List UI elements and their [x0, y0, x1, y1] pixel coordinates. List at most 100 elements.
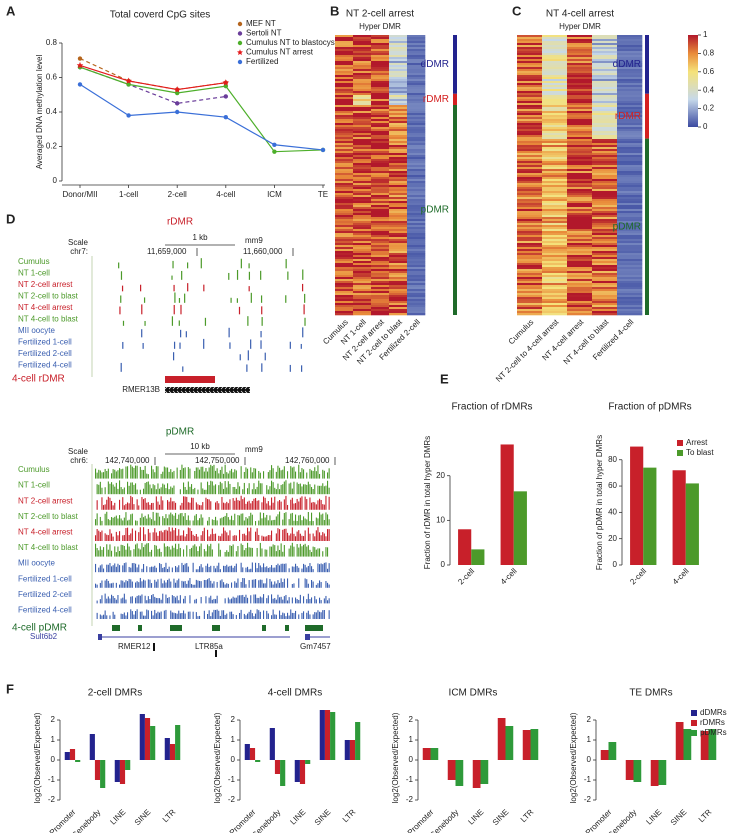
heatmap-cell — [517, 199, 543, 202]
track-signal — [192, 584, 194, 588]
track-signal — [259, 483, 261, 495]
heatmap-cell — [542, 291, 568, 294]
heatmap-cell — [592, 141, 618, 144]
heatmap-cell — [542, 51, 568, 54]
heatmap-cell — [592, 289, 618, 292]
track-signal — [322, 564, 324, 573]
heatmap-cell — [592, 231, 618, 234]
track-signal — [130, 609, 132, 619]
heatmap-cell — [617, 61, 643, 64]
repeat-element — [165, 387, 250, 393]
x-tick-label: TE — [318, 190, 328, 199]
track-signal — [323, 533, 325, 541]
track-signal — [184, 613, 186, 619]
track-signal — [111, 482, 113, 495]
heatmap-cell — [353, 287, 372, 290]
track-signal — [104, 513, 106, 526]
heatmap-cell — [567, 205, 593, 208]
heatmap-cell — [389, 297, 408, 300]
track-signal — [183, 482, 185, 495]
track-signal — [279, 597, 281, 604]
track-signal — [128, 566, 130, 573]
track-signal — [291, 566, 293, 573]
heatmap-cell — [592, 249, 618, 252]
heatmap-cell — [335, 191, 354, 194]
track-signal — [152, 532, 154, 541]
heatmap-cell — [371, 69, 390, 72]
heatmap-cell — [389, 49, 408, 52]
track-signal — [125, 580, 127, 588]
track-signal — [151, 610, 153, 619]
legend-marker — [237, 40, 243, 46]
track-signal — [178, 600, 180, 604]
track-signal — [213, 581, 215, 588]
track-signal — [208, 597, 210, 604]
heatmap-cell — [567, 193, 593, 196]
track-signal — [304, 530, 306, 541]
heatmap-cell — [371, 111, 390, 114]
heatmap-cell — [353, 171, 372, 174]
track-signal — [167, 546, 169, 557]
heatmap-cell — [407, 227, 426, 230]
y-axis-label: log2(Observed/Expected) — [569, 712, 578, 803]
track-signal — [138, 532, 140, 541]
track-signal — [314, 467, 316, 479]
heatmap-cell — [353, 283, 372, 286]
track-signal — [175, 502, 177, 510]
track-signal — [200, 482, 202, 495]
heatmap-cell — [407, 173, 426, 176]
track-signal — [123, 487, 125, 495]
heatmap-cell — [517, 305, 543, 308]
heatmap-cell — [592, 51, 618, 54]
track-signal — [314, 547, 316, 557]
track-signal — [314, 596, 316, 604]
heatmap-cell — [371, 273, 390, 276]
heatmap-cell — [592, 65, 618, 68]
heatmap-cell — [335, 93, 354, 96]
colorbar-tick-label: 0 — [703, 122, 708, 131]
track-signal — [224, 530, 226, 541]
track-signal — [101, 487, 103, 495]
heatmap-cell — [353, 215, 372, 218]
track-signal — [162, 500, 164, 510]
heatmap-cell — [592, 123, 618, 126]
track-signal — [101, 615, 103, 619]
track-signal — [200, 258, 202, 269]
heatmap-cell — [353, 303, 372, 306]
heatmap-cell — [517, 53, 543, 56]
track-signal — [299, 514, 301, 526]
track-signal — [311, 502, 313, 510]
track-signal — [291, 467, 293, 479]
heatmap-cell — [389, 131, 408, 134]
track-signal — [211, 549, 213, 557]
track-signal — [279, 610, 281, 619]
track-signal — [181, 535, 183, 541]
track-signal — [253, 594, 255, 604]
heatmap-cell — [371, 47, 390, 50]
y-axis-label: Fraction of rDMR in total hyper DMRs — [423, 436, 432, 569]
heatmap-cell — [567, 71, 593, 74]
heatmap-cell — [407, 267, 426, 270]
heatmap-cell — [592, 59, 618, 62]
heatmap-cell — [353, 195, 372, 198]
heatmap-cell — [542, 47, 568, 50]
track-signal — [135, 611, 137, 619]
track-signal — [303, 469, 305, 479]
heatmap-cell — [407, 155, 426, 158]
series-line — [79, 83, 324, 151]
heatmap-cell — [389, 53, 408, 56]
heatmap-cell — [335, 221, 354, 224]
track-signal — [320, 535, 322, 541]
track-signal — [194, 471, 196, 479]
heatmap-cell — [389, 101, 408, 104]
heatmap-cell — [371, 311, 390, 314]
track-signal — [322, 610, 324, 619]
heatmap-cell — [617, 41, 643, 44]
heatmap-cell — [592, 199, 618, 202]
y-tick-label: -2 — [584, 795, 592, 804]
track-signal — [211, 612, 213, 619]
heatmap-cell — [517, 69, 543, 72]
heatmap-cell — [407, 259, 426, 262]
track-signal — [200, 564, 202, 573]
heatmap-cell — [567, 297, 593, 300]
